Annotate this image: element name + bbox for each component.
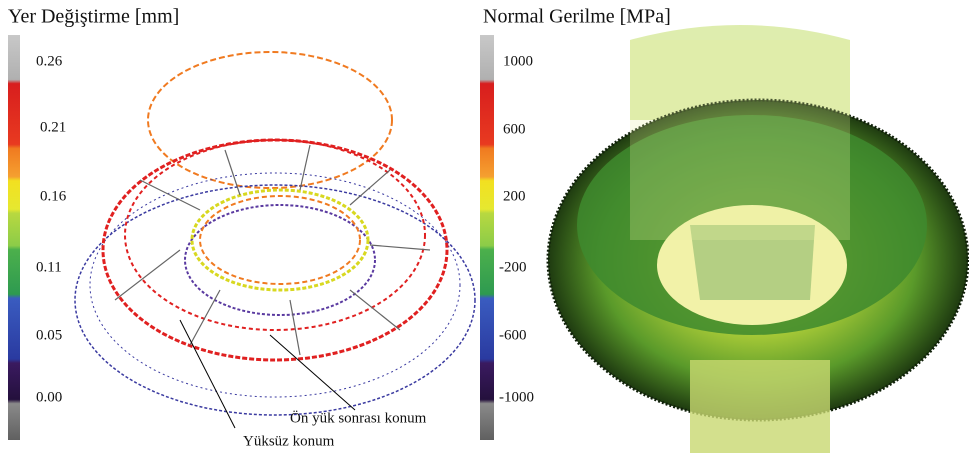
colorbar-label: 0.05 [36,327,62,343]
colorbar [8,35,20,440]
colorbar-label: 0.16 [40,188,67,204]
colorbar-label: -1000 [499,389,534,405]
annotation: Yüksüz konum [243,433,335,449]
colorbar [480,35,494,440]
colorbar-label: 1000 [503,53,533,69]
leader-line [269,334,356,411]
panel-title: Yer Değiştirme [mm] [8,6,179,28]
colorbar-label: 200 [503,188,526,204]
colorbar-label: 0.21 [40,119,66,135]
colorbar-label: 0.26 [36,53,63,69]
colorbar-label: 0.11 [36,259,62,275]
annotation: Ön yük sonrası konum [290,409,427,426]
colorbar-label: -200 [499,259,527,275]
panel-title: Normal Gerilme [MPa] [483,6,671,28]
colorbar-label: 600 [503,121,526,137]
leader-line [179,319,236,429]
colorbar-label: 0.00 [36,389,62,405]
stress-model [546,25,969,453]
deformed-model [74,51,476,416]
colorbar-label: -600 [499,327,527,343]
